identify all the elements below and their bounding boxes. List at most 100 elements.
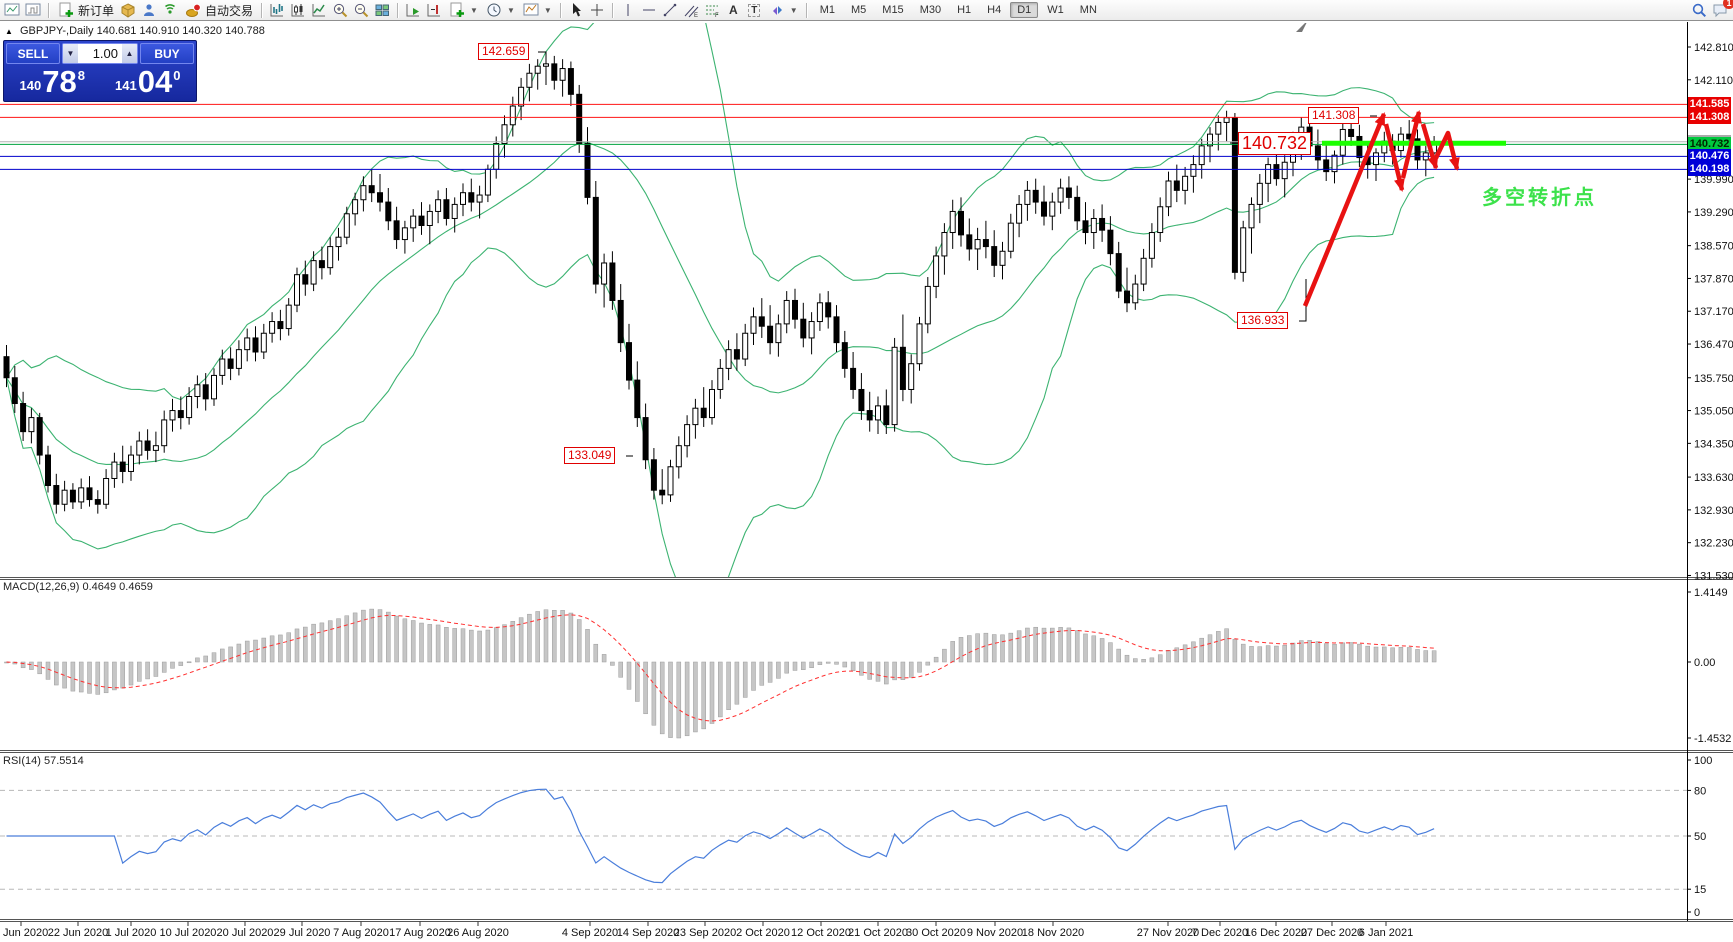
timeframe-d1[interactable]: D1 [1010, 2, 1039, 18]
one-click-trade-panel: SELL ▼ 1.00 ▲ BUY 140 78 8 141 04 0 [3, 40, 197, 102]
symbol-timeframe: GBPJPY-,Daily [19, 25, 94, 37]
chat-unread-badge: 1 [1723, 0, 1733, 9]
autoscroll-icon[interactable] [403, 1, 424, 19]
timeframe-bar: M1 M5 M15 M30 H1 H4 D1 W1 MN [812, 2, 1105, 18]
svg-text:142.110: 142.110 [1694, 75, 1733, 87]
chart-shift-icon[interactable] [424, 1, 445, 19]
svg-text:137.870: 137.870 [1694, 273, 1733, 285]
arrows-tool-icon[interactable]: ▼ [765, 2, 802, 19]
svg-text:23 Sep 2020: 23 Sep 2020 [674, 927, 736, 939]
svg-text:6 Jan 2021: 6 Jan 2021 [1359, 927, 1413, 939]
sell-price-big: 78 [42, 64, 77, 99]
rsi-pane[interactable] [6, 788, 1435, 884]
svg-text:10 Jul 2020: 10 Jul 2020 [160, 927, 217, 939]
price-label-141.308: 141.308 [1308, 107, 1360, 124]
svg-text:1.4149: 1.4149 [1694, 587, 1728, 599]
sell-button[interactable]: SELL [6, 43, 60, 64]
buy-price-main: 141 [115, 78, 137, 93]
svg-text:139.290: 139.290 [1694, 207, 1733, 219]
periods-button[interactable]: ▼ [482, 2, 519, 19]
chat-icon[interactable]: 1 [1710, 0, 1733, 19]
tick-chart-icon[interactable] [23, 1, 44, 19]
macd-pane[interactable] [4, 608, 1437, 739]
templates-button[interactable]: ▼ [519, 2, 556, 19]
bar-chart-mode-icon[interactable] [267, 1, 288, 19]
sell-price-sup: 8 [77, 68, 85, 83]
chart-window-icon[interactable] [2, 1, 23, 19]
crosshair-icon[interactable] [587, 1, 608, 19]
timeframe-m30[interactable]: M30 [919, 4, 942, 16]
tile-windows-icon[interactable] [372, 1, 393, 19]
channel-tool-icon[interactable]: E [681, 1, 702, 19]
svg-text:9 Nov 2020: 9 Nov 2020 [967, 927, 1023, 939]
chart-title: ▲ GBPJPY-,Daily 140.681 140.910 140.320 … [5, 25, 265, 37]
timeframe-mn[interactable]: MN [1079, 4, 1097, 16]
chevron-down-icon: ▼ [506, 5, 515, 15]
lot-size-input[interactable]: 1.00 [92, 46, 118, 61]
price-label-136.933: 136.933 [1237, 312, 1289, 329]
svg-text:135.050: 135.050 [1694, 406, 1733, 418]
lot-decrease-button[interactable]: ▼ [63, 44, 78, 63]
price-axis[interactable]: 142.810 142.110 139.990 139.290 138.570 137.8… [1687, 42, 1733, 582]
svg-text:132.230: 132.230 [1694, 538, 1733, 550]
mql-community-icon[interactable] [139, 1, 160, 19]
timeframe-h1[interactable]: H1 [957, 4, 972, 16]
timeframe-m1[interactable]: M1 [819, 4, 835, 16]
zigzag-arrows [1302, 110, 1460, 307]
price-label-140.732: 140.732 [1238, 132, 1312, 155]
svg-text:20 Jul 2020: 20 Jul 2020 [217, 927, 274, 939]
horizontal-line-tool-icon[interactable] [639, 1, 660, 19]
cursor-icon[interactable] [566, 1, 587, 19]
trendline-tool-icon[interactable] [660, 1, 681, 19]
svg-text:7 Dec 2020: 7 Dec 2020 [1192, 927, 1248, 939]
autotrade-label: 自动交易 [205, 3, 254, 18]
svg-text:2 Jun 2020: 2 Jun 2020 [0, 927, 48, 939]
new-order-label: 新订单 [78, 3, 115, 18]
rsi-label: RSI(14) 57.5514 [3, 755, 84, 767]
sell-price-main: 140 [19, 78, 42, 93]
autotrade-button[interactable]: 自动交易 [181, 2, 257, 19]
fibonacci-tool-icon[interactable]: F [702, 1, 723, 19]
axis-badge-140.198: 140.198 [1688, 162, 1731, 177]
main-chart-pane[interactable] [0, 0, 1687, 611]
turning-point-annotation: 多空转折点 [1482, 187, 1597, 209]
timeframe-w1[interactable]: W1 [1047, 4, 1064, 16]
search-icon[interactable] [1689, 1, 1710, 19]
svg-text:29 Jul 2020: 29 Jul 2020 [274, 927, 331, 939]
svg-text:2 Oct 2020: 2 Oct 2020 [736, 927, 790, 939]
svg-text:22 Jun 2020: 22 Jun 2020 [48, 927, 109, 939]
toolbar-separator [261, 2, 264, 18]
zoom-in-icon[interactable] [330, 1, 351, 19]
candlestick-mode-icon[interactable] [288, 1, 309, 19]
toolbar-separator [805, 2, 808, 18]
vertical-line-tool-icon[interactable] [618, 1, 639, 19]
zoom-out-icon[interactable] [351, 1, 372, 19]
svg-text:138.570: 138.570 [1694, 241, 1733, 253]
axis-badge-140.732: 140.732 [1688, 137, 1731, 152]
buy-button[interactable]: BUY [140, 43, 194, 64]
timeframe-m15[interactable]: M15 [882, 4, 904, 16]
timeframe-h4[interactable]: H4 [987, 4, 1002, 16]
chevron-down-icon: ▼ [543, 5, 552, 15]
indicators-button[interactable]: ▼ [445, 2, 482, 19]
timeframe-m5[interactable]: M5 [851, 4, 867, 16]
text-label-tool-icon[interactable]: T [744, 1, 765, 19]
signals-icon[interactable] [160, 1, 181, 19]
svg-text:18 Nov 2020: 18 Nov 2020 [1022, 927, 1084, 939]
svg-text:F: F [715, 13, 719, 19]
lot-increase-button[interactable]: ▲ [122, 44, 137, 63]
line-chart-mode-icon[interactable] [309, 1, 330, 19]
chevron-down-icon: ▼ [470, 5, 478, 15]
toolbar-separator [48, 2, 50, 18]
svg-text:1 Jul 2020: 1 Jul 2020 [106, 927, 157, 939]
svg-text:17 Aug 2020: 17 Aug 2020 [389, 927, 451, 939]
svg-text:27 Dec 2020: 27 Dec 2020 [1301, 927, 1363, 939]
text-tool-icon[interactable]: A [728, 3, 738, 17]
buy-price[interactable]: 141 04 0 [102, 66, 195, 99]
svg-text:133.630: 133.630 [1694, 472, 1733, 484]
box-icon[interactable] [118, 1, 139, 19]
sell-price[interactable]: 140 78 8 [6, 66, 99, 99]
new-order-button[interactable]: 新订单 [54, 2, 118, 19]
